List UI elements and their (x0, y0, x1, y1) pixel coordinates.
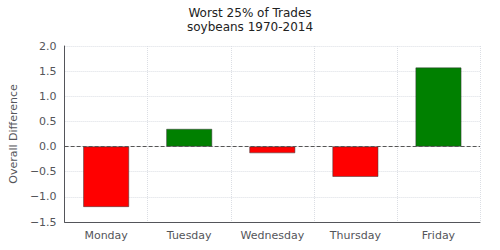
svg-text:Thursday: Thursday (329, 229, 382, 242)
svg-text:−1.5: −1.5 (30, 216, 57, 229)
svg-text:−0.5: −0.5 (30, 165, 57, 178)
svg-text:Friday: Friday (422, 229, 456, 242)
svg-text:Overall Difference: Overall Difference (7, 84, 20, 184)
svg-text:2.0: 2.0 (39, 40, 57, 53)
svg-text:Tuesday: Tuesday (166, 229, 212, 242)
svg-text:soybeans 1970-2014: soybeans 1970-2014 (187, 20, 313, 34)
svg-text:0.5: 0.5 (39, 115, 57, 128)
svg-text:1.0: 1.0 (39, 90, 57, 103)
svg-text:Wednesday: Wednesday (240, 229, 304, 242)
svg-text:Worst 25% of Trades: Worst 25% of Trades (188, 6, 311, 20)
svg-text:1.5: 1.5 (39, 65, 57, 78)
svg-text:Monday: Monday (84, 229, 128, 242)
svg-text:−1.0: −1.0 (30, 190, 57, 203)
svg-text:0.0: 0.0 (39, 140, 57, 153)
